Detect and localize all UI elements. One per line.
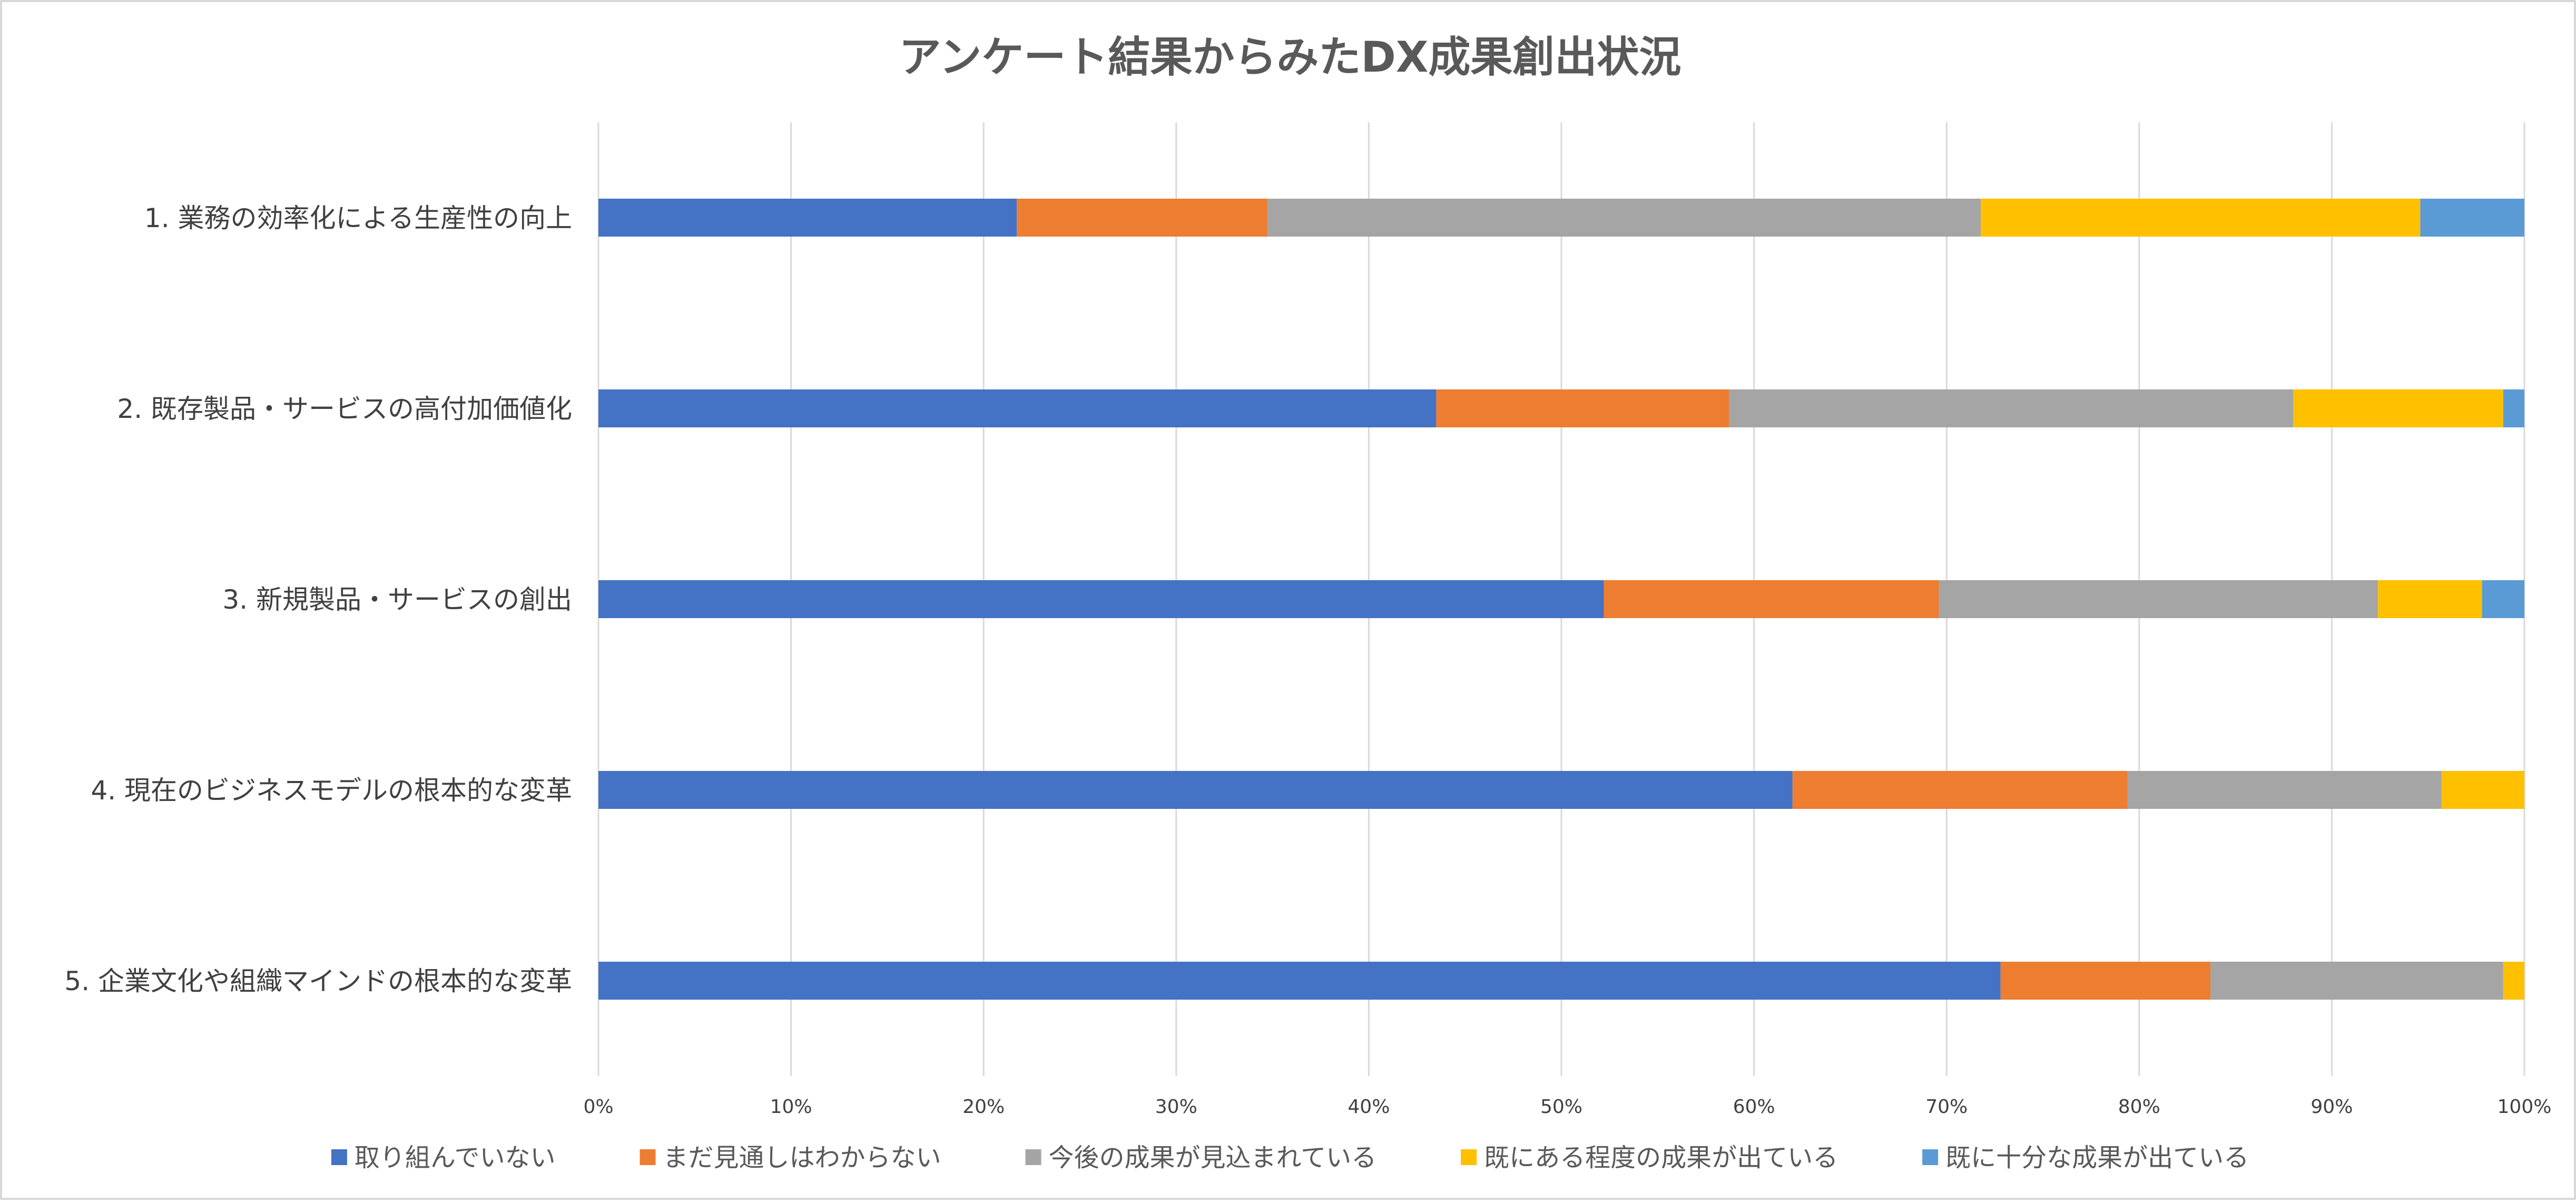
bar-segment: [2441, 771, 2524, 809]
bar-segment: [2420, 199, 2524, 237]
chart-title: アンケート結果からみたDX成果創出状況: [899, 33, 1682, 82]
bar-segment: [2000, 962, 2211, 1000]
legend-item: 今後の成果が見込まれている: [1025, 1143, 1377, 1172]
bar-segment: [598, 199, 1017, 237]
legend-label: 取り組んでいない: [355, 1143, 556, 1172]
x-tick-label: 20%: [962, 1096, 1005, 1118]
x-tick-label: 70%: [1925, 1096, 1968, 1118]
x-tick-label: 40%: [1348, 1096, 1390, 1118]
bars: [598, 199, 2524, 1000]
legend-swatch: [331, 1149, 347, 1165]
bar-segment: [598, 962, 2001, 1000]
category-label: 2. 既存製品・サービスの高付加価値化: [117, 394, 572, 424]
bar-segment: [598, 580, 1604, 618]
category-label: 3. 新規製品・サービスの創出: [222, 584, 572, 615]
bar-segment: [1792, 771, 2128, 809]
bar-segment: [1980, 199, 2421, 237]
bar-segment: [1267, 199, 1981, 237]
bar-segment: [2210, 962, 2503, 1000]
x-axis-tick-labels: 0% 10% 20% 30% 40% 50% 60% 70% 80% 90% 100%: [583, 1096, 2551, 1118]
bar-segment: [1604, 580, 1939, 618]
bar-segment: [2293, 389, 2503, 427]
x-tick-label: 30%: [1155, 1096, 1197, 1118]
category-labels: 1. 業務の効率化による生産性の向上 2. 既存製品・サービスの高付加価値化 3. …: [64, 203, 572, 996]
bar-segment: [1729, 389, 2294, 427]
bar-segment: [598, 771, 1793, 809]
bar-segment: [1017, 199, 1267, 237]
x-tick-label: 10%: [770, 1096, 812, 1118]
bar-segment: [1939, 580, 2378, 618]
legend-label: 既にある程度の成果が出ている: [1484, 1143, 1838, 1172]
category-label: 4. 現在のビジネスモデルの根本的な変革: [91, 775, 572, 806]
x-tick-label: 0%: [583, 1096, 613, 1118]
x-tick-label: 50%: [1540, 1096, 1582, 1118]
x-tick-label: 100%: [2498, 1096, 2552, 1118]
bar-segment: [2378, 580, 2482, 618]
bar-segment: [2503, 389, 2524, 427]
legend-item: まだ見通しはわからない: [640, 1143, 941, 1172]
bar-segment: [2482, 580, 2524, 618]
category-label: 5. 企業文化や組織マインドの根本的な変革: [64, 966, 572, 996]
legend-item: 既に十分な成果が出ている: [1922, 1143, 2249, 1172]
x-tick-label: 80%: [2118, 1096, 2160, 1118]
legend-swatch: [640, 1149, 656, 1165]
bar-segment: [598, 389, 1437, 427]
legend-label: 今後の成果が見込まれている: [1049, 1143, 1377, 1172]
x-tick-label: 60%: [1733, 1096, 1775, 1118]
legend-label: 既に十分な成果が出ている: [1945, 1143, 2249, 1172]
bar-segment: [1436, 389, 1729, 427]
legend: 取り組んでいない まだ見通しはわからない 今後の成果が見込まれている 既にある程度の成…: [331, 1143, 2249, 1172]
legend-item: 既にある程度の成果が出ている: [1461, 1143, 1838, 1172]
x-tick-label: 90%: [2310, 1096, 2353, 1118]
bar-segment: [2127, 771, 2442, 809]
bar-segment: [2503, 962, 2524, 1000]
legend-swatch: [1461, 1149, 1477, 1165]
legend-swatch: [1922, 1149, 1939, 1165]
legend-item: 取り組んでいない: [331, 1143, 556, 1172]
legend-label: まだ見通しはわからない: [663, 1143, 941, 1172]
legend-swatch: [1025, 1149, 1041, 1165]
category-label: 1. 業務の効率化による生産性の向上: [144, 203, 572, 233]
